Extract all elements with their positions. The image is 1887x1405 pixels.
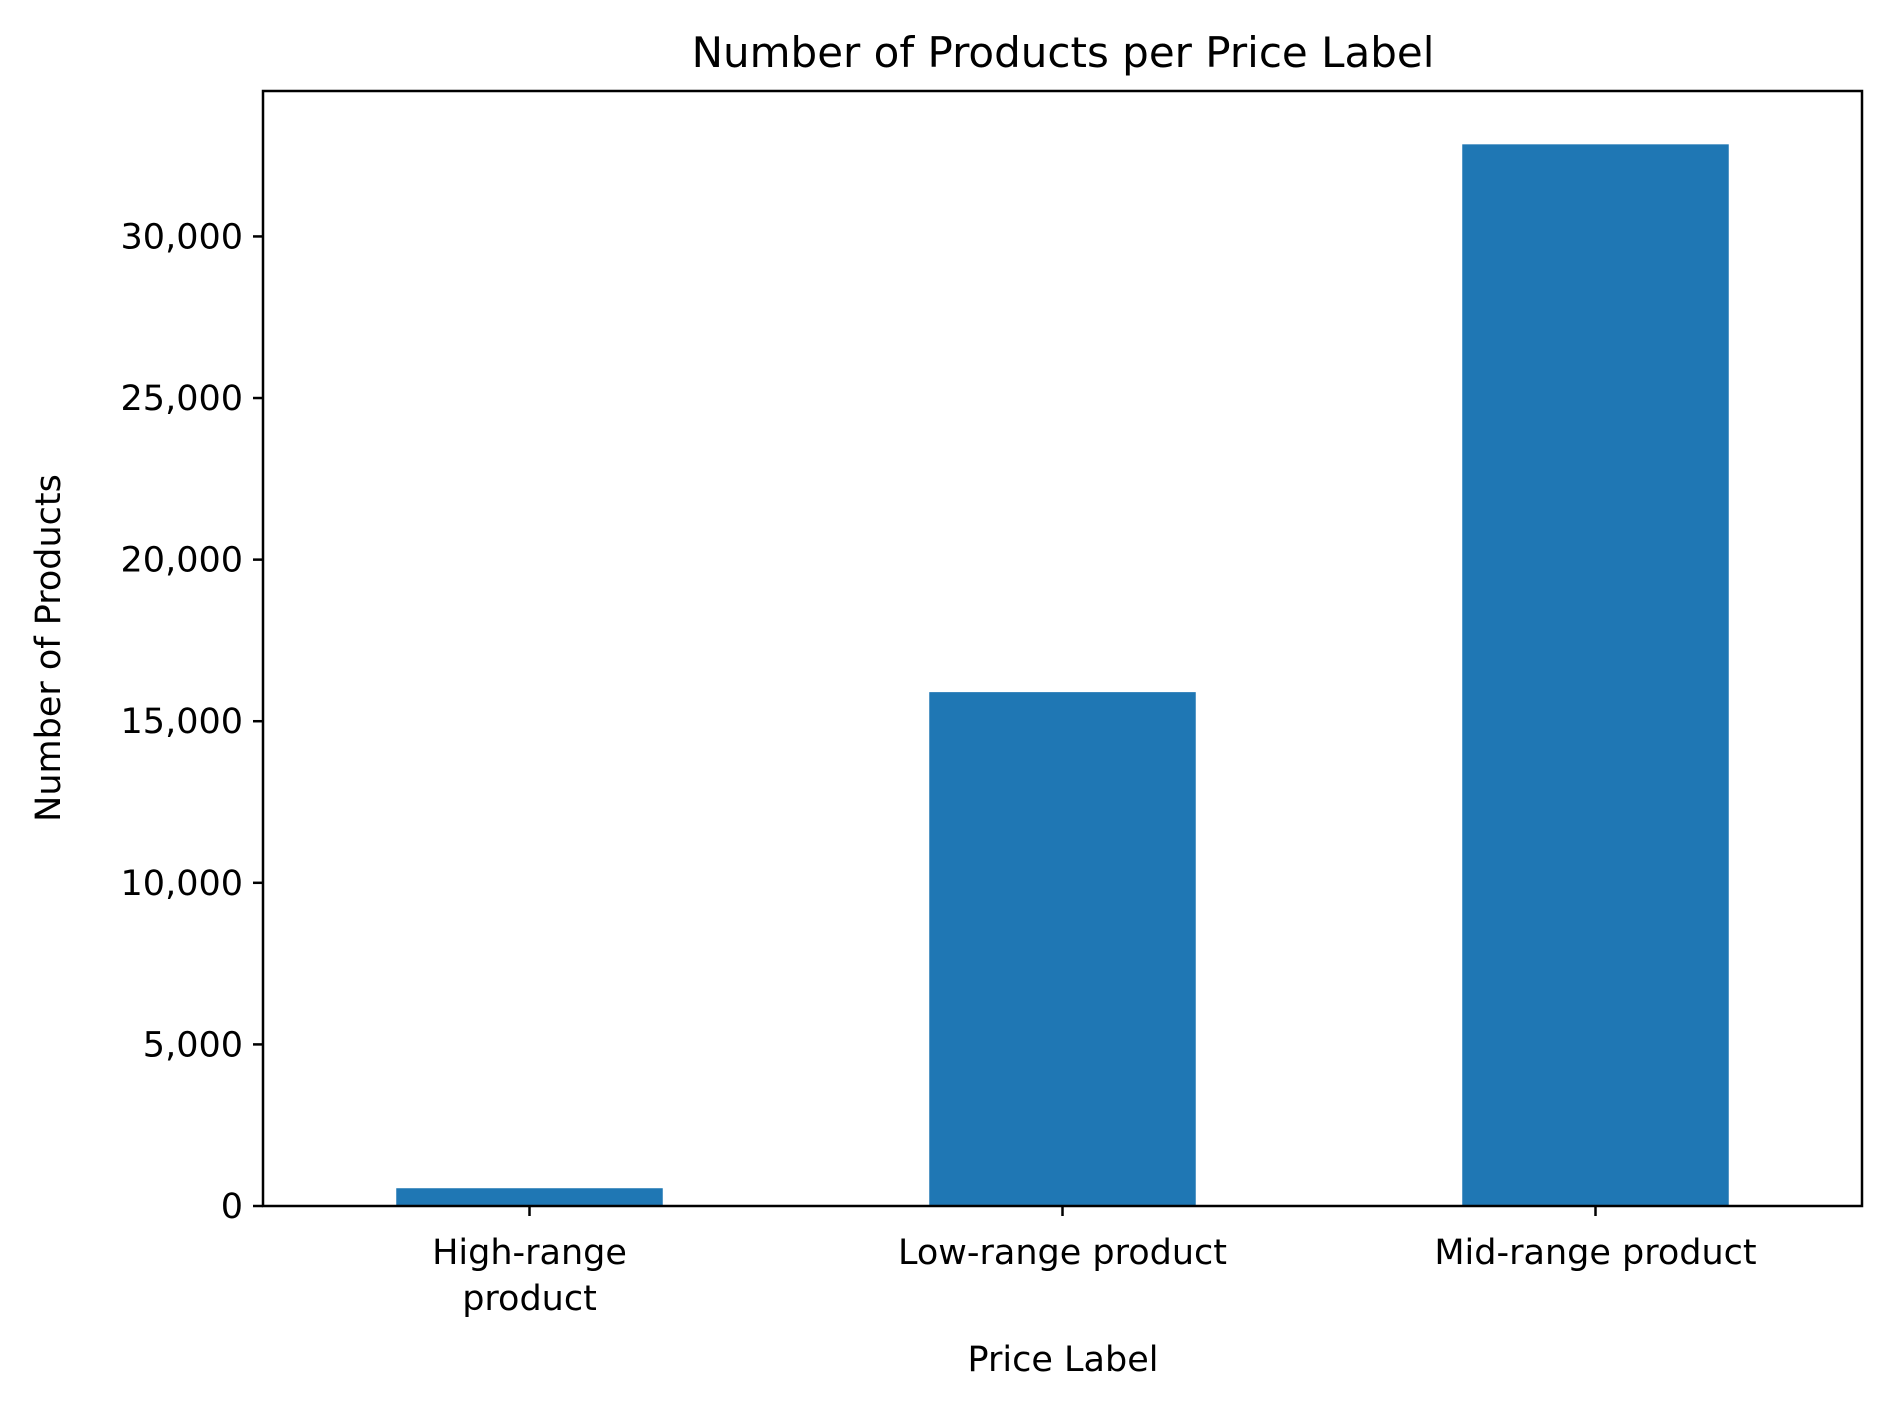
x-tick-label: High-range product xyxy=(432,1233,627,1319)
y-tick-label: 20,000 xyxy=(121,541,243,581)
plot-frame xyxy=(261,89,1864,1208)
y-tick-label: 30,000 xyxy=(121,217,243,257)
y-axis-ticks: 0 5,000 10,000 15,000 20,000 25,000 30,000 xyxy=(121,217,263,1227)
x-axis-ticks: High-range product Low-range product Mid-ra… xyxy=(432,1206,1757,1319)
x-tick-label: Mid-range product xyxy=(1434,1233,1756,1273)
x-tick-label: Low-range product xyxy=(898,1233,1227,1273)
y-axis-label: Number of Products xyxy=(29,474,69,822)
bar-low-range-product xyxy=(929,692,1196,1206)
chart-title: Number of Products per Price Label xyxy=(692,28,1435,77)
y-tick-label: 0 xyxy=(221,1187,243,1227)
bar-mid-range-product xyxy=(1462,144,1729,1207)
y-tick-label: 25,000 xyxy=(121,379,243,419)
bar-high-range-product xyxy=(396,1188,663,1206)
y-tick-label: 5,000 xyxy=(143,1025,243,1065)
bars-layer xyxy=(396,144,1729,1207)
x-axis-label: Price Label xyxy=(968,1340,1159,1380)
y-tick-label: 15,000 xyxy=(121,702,243,742)
y-tick-label: 10,000 xyxy=(121,864,243,904)
